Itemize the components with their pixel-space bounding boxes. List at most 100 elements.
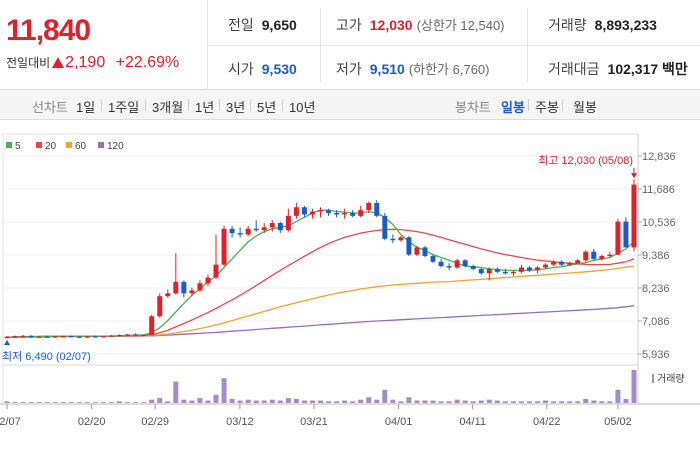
y-tick-label: 7,086 xyxy=(642,316,670,328)
separator xyxy=(562,99,563,111)
y-tick-label: 11,686 xyxy=(642,184,675,196)
candle-up xyxy=(318,210,323,212)
volume-bar xyxy=(583,398,589,403)
candle-up xyxy=(189,290,195,294)
period-1w-button[interactable]: 1주일 xyxy=(108,100,140,115)
separator xyxy=(250,99,251,111)
candle-down xyxy=(559,261,565,265)
candle-up xyxy=(60,336,66,338)
volume-bar xyxy=(12,402,18,403)
candle-up xyxy=(109,335,115,337)
candle-up xyxy=(173,281,179,294)
candle-up xyxy=(141,334,147,337)
candle-weekly-button[interactable]: 주봉 xyxy=(535,100,559,115)
candle-up xyxy=(100,336,106,338)
volume-bar xyxy=(157,398,163,403)
volume-bars: 거래량 xyxy=(4,370,685,403)
candle-up xyxy=(36,336,42,338)
current-price: 11,840 xyxy=(6,14,91,47)
volume-bar xyxy=(430,400,436,403)
separator xyxy=(101,99,102,111)
open-label: 시가 xyxy=(228,61,254,77)
separator xyxy=(188,99,189,111)
volume-bar xyxy=(92,402,98,403)
ma-legend: 5 20 60 120 xyxy=(6,141,124,152)
volume-bar xyxy=(414,400,420,403)
volume-value: 8,893,233 xyxy=(594,17,657,33)
candle-up xyxy=(285,215,291,231)
separator xyxy=(145,99,146,111)
volume-bar xyxy=(342,400,348,403)
high-arrow-icon xyxy=(630,173,637,179)
candle-down xyxy=(526,267,532,271)
candle-down xyxy=(438,261,444,267)
volume-bar xyxy=(60,402,66,403)
candle-up xyxy=(165,293,171,297)
volume-bar xyxy=(245,399,251,403)
volume-bar xyxy=(494,400,500,403)
candle-down xyxy=(406,237,412,255)
period-5y-button[interactable]: 5년 xyxy=(257,100,277,115)
candle-up xyxy=(567,263,573,265)
stats-row-divider xyxy=(208,45,700,46)
volume-bar xyxy=(454,399,460,403)
volume-bar xyxy=(470,401,476,403)
volume-bar xyxy=(422,400,428,403)
ma60-line xyxy=(6,265,635,338)
volume-bar xyxy=(125,402,131,403)
period-1d-button[interactable]: 1일 xyxy=(76,100,96,115)
candle-up xyxy=(205,277,211,284)
candle-down xyxy=(502,271,508,274)
period-10y-button[interactable]: 10년 xyxy=(289,100,316,115)
volume-bar xyxy=(133,402,139,403)
x-tick-label: 02/29 xyxy=(141,416,169,428)
candle-up xyxy=(261,227,267,231)
y-tick-label: 12,836 xyxy=(642,151,676,163)
low-arrow-icon xyxy=(4,340,11,346)
volume-bar xyxy=(486,399,492,403)
stock-chart: 5 20 60 120 거래량 12,836 11,686 10,536 9,386 8,23… xyxy=(0,133,700,428)
candle-down xyxy=(92,336,98,338)
low-stat: 저가 9,510 (하한가 6,760) xyxy=(336,59,490,79)
stats-col-divider xyxy=(320,8,321,82)
candle-up xyxy=(583,251,589,261)
low-annotation: 최저 6,490 (02/07) xyxy=(2,350,91,363)
candle-up xyxy=(149,316,155,335)
legend-swatch xyxy=(36,142,42,148)
volume-bar xyxy=(406,397,412,403)
candle-up xyxy=(518,267,524,272)
legend-label: 60 xyxy=(75,141,87,152)
candle-up xyxy=(125,334,131,336)
candle-up xyxy=(117,334,123,337)
separator xyxy=(219,99,220,111)
volume-bar xyxy=(277,400,283,403)
volume-bar xyxy=(213,394,219,403)
x-tick-label: 04/22 xyxy=(533,416,561,428)
candle-up xyxy=(12,336,18,338)
low-value: 9,510 xyxy=(369,61,405,77)
period-3m-button[interactable]: 3개월 xyxy=(152,100,184,115)
volume-bar xyxy=(84,402,90,403)
volume-bar xyxy=(269,399,275,403)
volume-legend-swatch xyxy=(652,374,654,383)
candle-down xyxy=(478,268,484,274)
candle-daily-button[interactable]: 일봉 xyxy=(501,100,525,115)
volume-bar xyxy=(446,401,452,403)
volume-bar xyxy=(478,400,484,403)
candle-up xyxy=(543,264,549,268)
volume-bar xyxy=(374,399,380,403)
period-3y-button[interactable]: 3년 xyxy=(226,100,246,115)
volume-bar xyxy=(591,400,597,403)
candle-down xyxy=(76,336,82,338)
candle-up xyxy=(157,296,163,317)
volume-bar xyxy=(390,399,396,403)
ma5-line xyxy=(6,209,635,338)
volume-bar xyxy=(44,402,50,403)
volume-bar xyxy=(334,401,340,403)
volume-bar xyxy=(293,398,299,403)
change-label: 전일대비 xyxy=(6,56,51,70)
amount-stat: 거래대금 102,317 백만 xyxy=(548,59,688,79)
period-1y-button[interactable]: 1년 xyxy=(195,100,215,115)
chart-toolbar: 선차트 1일 1주일 3개월 1년 3년 5년 10년 봉차트 일봉 주봉 월봉 xyxy=(0,90,700,120)
candle-monthly-button[interactable]: 월봉 xyxy=(573,100,597,115)
